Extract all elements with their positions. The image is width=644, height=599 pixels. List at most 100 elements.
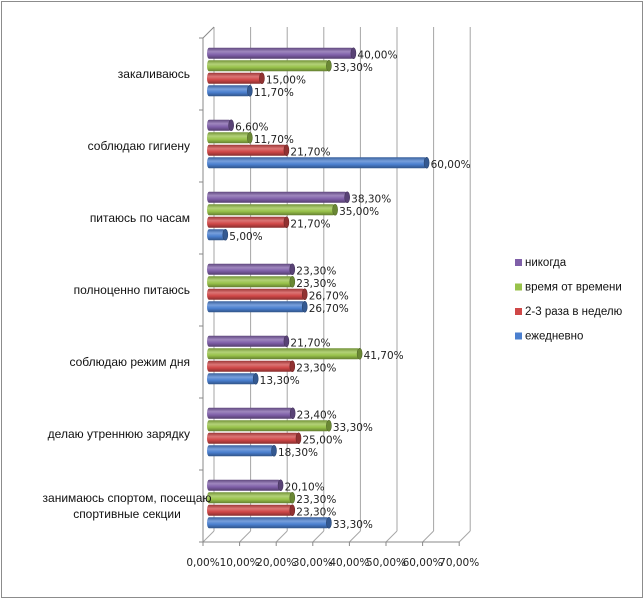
legend-label: время от времени [525,282,622,294]
data-label: 33,30% [333,519,373,531]
bar [207,156,430,169]
bar [207,84,253,97]
x-tick-label: 50,00% [366,557,406,569]
bar [207,59,332,72]
bar [207,216,290,229]
bar [207,288,308,301]
x-tick-label: 40,00% [329,557,369,569]
data-label: 26,70% [309,303,349,315]
category-label: закаливаюсь [118,67,190,81]
category-label: питаюсь по часам [90,211,190,225]
data-label: 6,60% [235,121,268,133]
legend-label: 2-3 раза в неделю [525,306,623,318]
x-tick-label: 30,00% [293,557,333,569]
category-label: спортивные секции [73,507,181,521]
data-label: 5,00% [229,231,262,243]
x-tick-label: 10,00% [220,557,260,569]
bar [207,491,296,504]
gridline-floor [275,530,288,543]
data-label: 25,00% [303,434,343,446]
data-label: 23,30% [296,278,336,290]
x-tick-label: 0,00% [186,557,219,569]
x-tick-label: 70,00% [439,557,479,569]
bar [207,203,338,216]
bar [207,300,308,313]
gridline-floor [385,530,398,543]
data-label: 33,30% [333,422,373,434]
bar [207,119,234,132]
bars [207,47,430,529]
data-label: 33,30% [333,62,373,74]
bar [207,504,296,517]
bar [207,372,259,385]
bar [207,444,277,457]
data-label: 11,70% [254,87,294,99]
data-label: 20,10% [285,481,325,493]
gridline-floor [239,530,251,543]
legend: никогда время от времени 2-3 раза в неделю… [515,257,623,343]
x-tick-label: 20,00% [256,557,296,569]
legend-swatch [515,332,522,340]
data-label: 21,70% [290,146,330,158]
bar [207,275,296,288]
bar [207,47,357,60]
x-tick-labels: 0,00% 10,00%20,00%30,00%40,00%50,00%60,00… [186,557,479,569]
category-label: соблюдаю режим дня [69,355,190,369]
bar [207,191,350,204]
data-label: 35,00% [339,206,379,218]
legend-label: ежедневно [525,331,583,343]
bar [207,347,363,360]
data-label: 21,70% [290,337,330,349]
bar [207,360,296,373]
data-label: 13,30% [260,375,300,387]
data-label: 18,30% [278,447,318,459]
data-label: 21,70% [290,218,330,230]
bar [207,131,253,144]
gridline-floor [202,530,215,543]
legend-swatch [515,259,522,266]
data-label: 26,70% [309,290,349,302]
gridline-floor [458,530,471,543]
category-label: делаю утреннюю зарядку [48,427,190,441]
bar [207,407,296,420]
legend-label: никогда [525,257,567,269]
data-label: 23,30% [296,506,336,518]
data-label: 40,00% [357,49,397,61]
data-label: 41,70% [364,350,404,362]
bar [207,228,229,241]
gridline-floor [349,530,361,543]
bar [207,72,265,85]
data-label: 38,30% [351,193,391,205]
x-tick-label: 60,00% [403,557,443,569]
bar [207,516,332,529]
gridline-floor [422,530,434,543]
legend-item[interactable]: ежедневно [515,331,583,343]
legend-item[interactable]: время от времени [515,282,622,294]
value-labels: 40,00%33,30%15,00%11,70%6,60%11,70%21,70… [229,49,470,531]
bar [207,144,290,157]
data-label: 23,30% [296,265,336,277]
legend-item[interactable]: никогда [515,257,567,269]
depth-edge [202,26,215,39]
bar [207,335,290,348]
legend-swatch [515,308,522,315]
bar [207,263,296,276]
bar [207,479,284,492]
bar [207,419,332,432]
data-label: 11,70% [254,134,294,146]
data-label: 23,30% [296,362,336,374]
category-label: соблюдаю гигиену [88,139,190,153]
category-labels: закаливаюсь соблюдаю гигиену питаюсь по ча… [43,67,212,521]
bar [207,432,302,445]
category-label: занимаюсь спортом, посещаю [43,491,212,505]
data-label: 15,00% [266,74,306,86]
axes [199,26,460,546]
gridline-floor [312,530,325,543]
data-label: 23,30% [296,494,336,506]
data-label: 60,00% [431,159,471,171]
data-label: 23,40% [297,409,337,421]
category-label: полноценно питаюсь [74,283,190,297]
legend-item[interactable]: 2-3 раза в неделю [515,306,623,318]
